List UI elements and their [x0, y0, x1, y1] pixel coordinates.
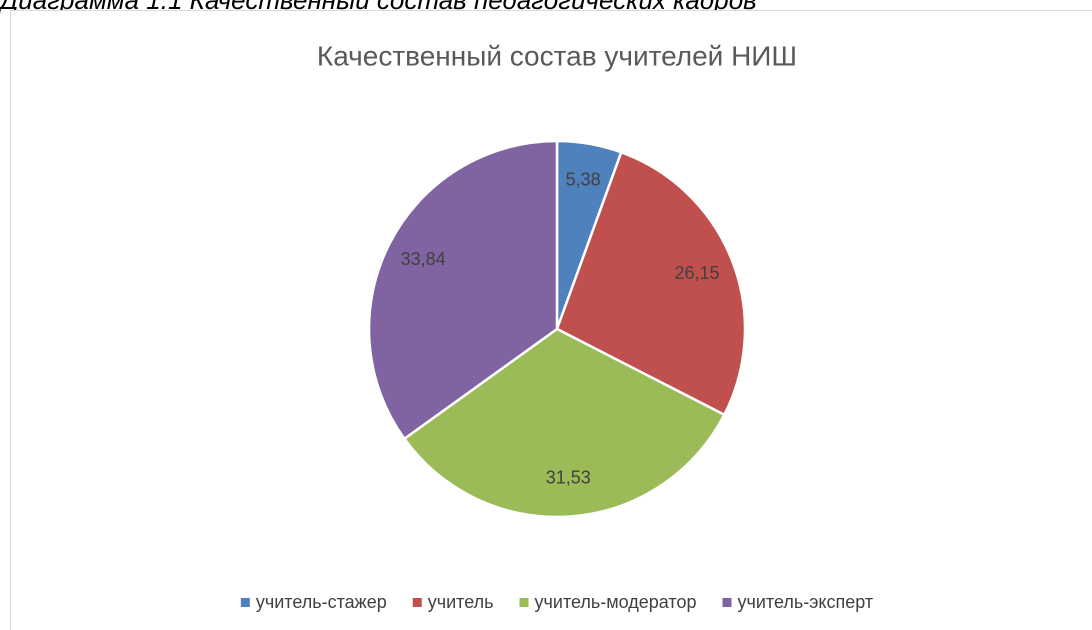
legend-swatch — [519, 598, 529, 607]
legend-label: учитель-модератор — [535, 592, 697, 612]
legend-swatch — [412, 598, 422, 607]
data-label: 33,84 — [401, 249, 446, 269]
pie-slice — [555, 150, 747, 417]
legend-swatch — [240, 598, 250, 607]
pie-slice — [402, 327, 726, 519]
chart-title: Качественный состав учителей НИШ — [317, 40, 797, 71]
legend-label: учитель-эксперт — [737, 592, 873, 612]
data-label: 5,38 — [566, 170, 601, 190]
data-label: 31,53 — [546, 468, 591, 488]
legend-label: учитель — [428, 592, 494, 612]
legend-label: учитель-стажер — [256, 592, 387, 612]
legend-swatch — [722, 598, 732, 607]
pie-slice — [367, 139, 559, 441]
data-label: 26,15 — [674, 263, 719, 283]
